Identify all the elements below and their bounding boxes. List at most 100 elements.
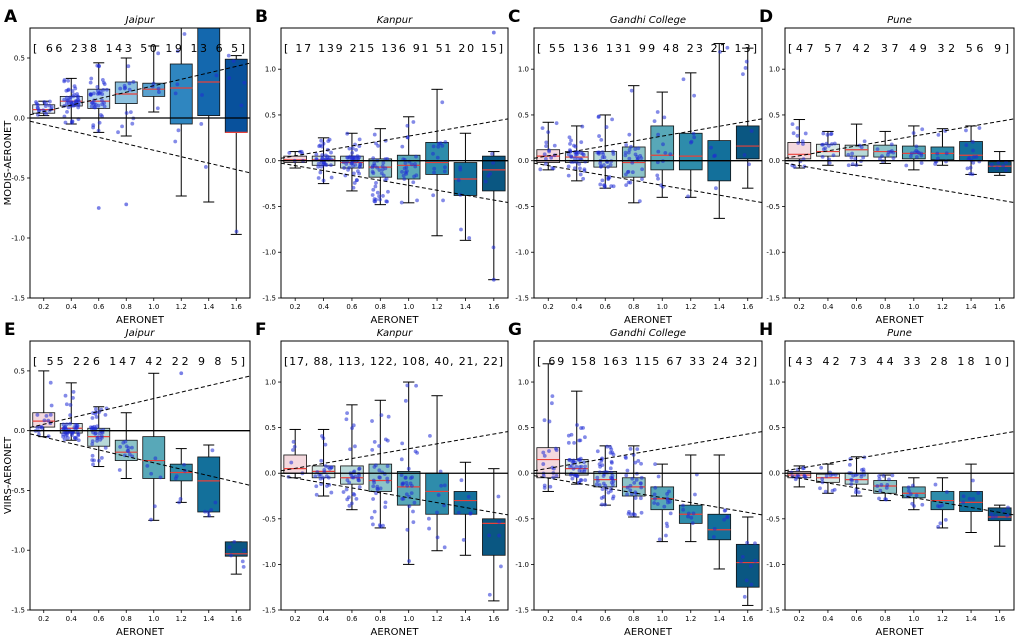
data-point xyxy=(127,87,132,92)
data-point xyxy=(344,487,349,492)
data-point xyxy=(914,155,919,159)
x-tick-label: 1.0 xyxy=(403,303,414,311)
data-point xyxy=(878,488,883,493)
data-point xyxy=(849,477,854,482)
panel-letter: F xyxy=(255,320,267,340)
data-point xyxy=(549,401,554,406)
y-tick-label: -1.5 xyxy=(11,607,25,615)
data-point xyxy=(320,156,325,161)
data-point xyxy=(68,403,73,407)
data-point xyxy=(116,130,120,135)
data-point xyxy=(66,78,70,83)
data-point xyxy=(411,509,415,514)
data-point xyxy=(596,115,601,119)
data-point xyxy=(623,150,628,155)
data-point xyxy=(570,476,575,481)
envelope-lower xyxy=(785,162,1014,204)
data-point xyxy=(408,476,413,481)
envelope-lower xyxy=(281,475,508,516)
counts-label: [ 69 158 163 115 67 33 24 32] xyxy=(537,355,757,368)
data-point xyxy=(940,503,944,508)
data-point xyxy=(908,154,913,159)
data-point xyxy=(459,478,464,483)
data-point xyxy=(889,149,894,153)
data-point xyxy=(373,184,378,189)
data-point xyxy=(833,472,838,477)
data-point xyxy=(653,462,657,467)
data-point xyxy=(375,165,380,170)
data-point xyxy=(377,168,382,172)
data-point xyxy=(350,151,355,155)
data-point xyxy=(741,72,745,77)
data-point xyxy=(547,148,551,153)
data-point xyxy=(636,146,641,151)
data-point xyxy=(625,468,630,473)
data-point xyxy=(68,421,73,426)
data-point xyxy=(97,120,102,125)
data-point xyxy=(204,0,208,2)
data-point xyxy=(790,474,795,479)
y-tick-label: 1.0 xyxy=(769,379,780,387)
data-point xyxy=(411,520,416,525)
data-point xyxy=(314,492,319,497)
data-point xyxy=(91,125,96,130)
data-point xyxy=(832,487,837,492)
data-point xyxy=(71,396,75,400)
data-point xyxy=(371,156,376,160)
envelope-upper xyxy=(785,431,1014,472)
data-point xyxy=(657,537,662,542)
data-point xyxy=(90,453,95,458)
data-point xyxy=(623,153,628,158)
data-point xyxy=(633,512,637,517)
axes-frame xyxy=(29,27,251,299)
box-1.2 xyxy=(169,448,193,503)
data-point xyxy=(440,100,445,105)
data-point xyxy=(711,535,716,539)
data-point xyxy=(575,157,580,161)
data-point xyxy=(75,430,80,435)
data-point xyxy=(541,462,546,466)
data-point xyxy=(316,161,321,166)
panel-title: Jaipur xyxy=(124,15,156,26)
data-point xyxy=(347,503,352,508)
y-tick-label: 0.5 xyxy=(769,424,780,432)
x-tick-label: 1.2 xyxy=(431,303,442,311)
data-point xyxy=(846,152,851,157)
data-point xyxy=(662,504,667,509)
data-point xyxy=(329,163,333,168)
data-point xyxy=(961,494,966,499)
data-point xyxy=(566,173,571,178)
data-point xyxy=(795,133,800,138)
data-point xyxy=(71,430,75,435)
data-point xyxy=(943,517,948,522)
data-point xyxy=(628,446,633,451)
counts-label: [ 17 139 215 136 91 51 20 15] xyxy=(284,42,503,55)
data-point xyxy=(350,426,354,431)
box-body xyxy=(425,472,449,515)
data-point xyxy=(919,161,924,165)
panel-h: 1.0 0.5 0.0 -0.5 -1.0 -1.5 0.2 0.4 0.6 0.8 1.0 1.2 1… xyxy=(759,320,1015,638)
data-point xyxy=(371,187,376,192)
envelope-upper xyxy=(30,62,250,116)
data-point xyxy=(318,170,323,175)
box-1.2 xyxy=(425,88,449,237)
data-point xyxy=(599,137,604,142)
data-point xyxy=(345,411,349,416)
data-point xyxy=(827,161,832,165)
data-point xyxy=(819,465,824,470)
panel-letter: A xyxy=(4,7,18,27)
data-point xyxy=(126,449,131,453)
data-point xyxy=(213,500,218,505)
data-point xyxy=(357,467,361,471)
data-point xyxy=(664,533,668,538)
data-point xyxy=(795,126,800,130)
data-point xyxy=(351,171,356,176)
data-point xyxy=(639,475,644,480)
data-point xyxy=(800,139,805,144)
data-point xyxy=(240,559,245,564)
y-tick-label: 0.0 xyxy=(518,470,529,478)
data-point xyxy=(571,466,576,471)
data-point xyxy=(95,91,100,96)
data-point xyxy=(638,496,643,501)
data-point xyxy=(405,123,410,128)
